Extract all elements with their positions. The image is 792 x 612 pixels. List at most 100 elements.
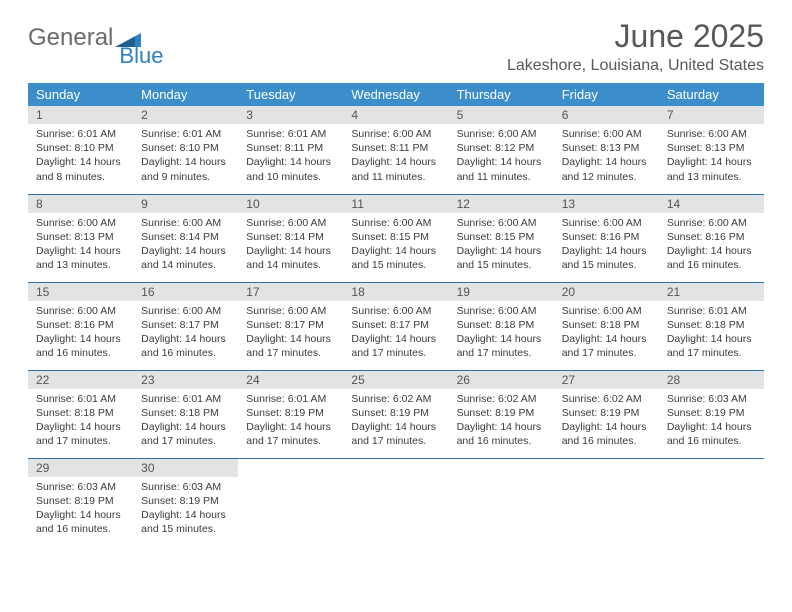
daylight-line: Daylight: 14 hours and 8 minutes. xyxy=(36,155,125,183)
day-details: Sunrise: 6:00 AMSunset: 8:18 PMDaylight:… xyxy=(449,301,554,363)
sunrise-line: Sunrise: 6:00 AM xyxy=(457,216,546,230)
sunset-line: Sunset: 8:19 PM xyxy=(36,494,125,508)
daylight-line: Daylight: 14 hours and 14 minutes. xyxy=(141,244,230,272)
daylight-line: Daylight: 14 hours and 17 minutes. xyxy=(351,332,440,360)
day-number: 13 xyxy=(554,195,659,213)
calendar-cell: 6Sunrise: 6:00 AMSunset: 8:13 PMDaylight… xyxy=(554,106,659,194)
daylight-line: Daylight: 14 hours and 16 minutes. xyxy=(36,508,125,536)
sunrise-line: Sunrise: 6:00 AM xyxy=(246,304,335,318)
daylight-line: Daylight: 14 hours and 15 minutes. xyxy=(351,244,440,272)
daylight-line: Daylight: 14 hours and 16 minutes. xyxy=(562,420,651,448)
sunrise-line: Sunrise: 6:00 AM xyxy=(351,127,440,141)
sunset-line: Sunset: 8:16 PM xyxy=(36,318,125,332)
calendar-row: 22Sunrise: 6:01 AMSunset: 8:18 PMDayligh… xyxy=(28,370,764,458)
calendar-cell: .. xyxy=(659,458,764,546)
day-number: 14 xyxy=(659,195,764,213)
sunrise-line: Sunrise: 6:00 AM xyxy=(36,304,125,318)
sunrise-line: Sunrise: 6:00 AM xyxy=(351,304,440,318)
calendar-cell: 17Sunrise: 6:00 AMSunset: 8:17 PMDayligh… xyxy=(238,282,343,370)
day-number: 5 xyxy=(449,106,554,124)
sunrise-line: Sunrise: 6:01 AM xyxy=(141,127,230,141)
calendar-row: 1Sunrise: 6:01 AMSunset: 8:10 PMDaylight… xyxy=(28,106,764,194)
day-number: 17 xyxy=(238,283,343,301)
sunset-line: Sunset: 8:19 PM xyxy=(457,406,546,420)
day-details: Sunrise: 6:00 AMSunset: 8:15 PMDaylight:… xyxy=(449,213,554,275)
day-details: Sunrise: 6:01 AMSunset: 8:19 PMDaylight:… xyxy=(238,389,343,451)
day-number: 11 xyxy=(343,195,448,213)
calendar-cell: .. xyxy=(343,458,448,546)
sunset-line: Sunset: 8:10 PM xyxy=(36,141,125,155)
sunset-line: Sunset: 8:19 PM xyxy=(246,406,335,420)
sunrise-line: Sunrise: 6:02 AM xyxy=(562,392,651,406)
day-number: 23 xyxy=(133,371,238,389)
calendar-cell: 21Sunrise: 6:01 AMSunset: 8:18 PMDayligh… xyxy=(659,282,764,370)
sunset-line: Sunset: 8:10 PM xyxy=(141,141,230,155)
calendar-cell: 2Sunrise: 6:01 AMSunset: 8:10 PMDaylight… xyxy=(133,106,238,194)
day-number: 22 xyxy=(28,371,133,389)
day-details: Sunrise: 6:01 AMSunset: 8:10 PMDaylight:… xyxy=(28,124,133,186)
daylight-line: Daylight: 14 hours and 17 minutes. xyxy=(351,420,440,448)
sunrise-line: Sunrise: 6:00 AM xyxy=(351,216,440,230)
weekday-header: Thursday xyxy=(449,83,554,106)
calendar-cell: 19Sunrise: 6:00 AMSunset: 8:18 PMDayligh… xyxy=(449,282,554,370)
sunset-line: Sunset: 8:18 PM xyxy=(667,318,756,332)
daylight-line: Daylight: 14 hours and 16 minutes. xyxy=(667,244,756,272)
calendar-cell: 11 Sunrise: 6:00 AMSunset: 8:15 PMDayligh… xyxy=(343,194,448,282)
sunset-line: Sunset: 8:18 PM xyxy=(141,406,230,420)
calendar-cell: 26Sunrise: 6:02 AMSunset: 8:19 PMDayligh… xyxy=(449,370,554,458)
daylight-line: Daylight: 14 hours and 13 minutes. xyxy=(667,155,756,183)
calendar-cell: 1Sunrise: 6:01 AMSunset: 8:10 PMDaylight… xyxy=(28,106,133,194)
sunset-line: Sunset: 8:16 PM xyxy=(667,230,756,244)
sunset-line: Sunset: 8:17 PM xyxy=(141,318,230,332)
calendar-cell: 13Sunrise: 6:00 AMSunset: 8:16 PMDayligh… xyxy=(554,194,659,282)
daylight-line: Daylight: 14 hours and 17 minutes. xyxy=(457,332,546,360)
calendar-row: 15Sunrise: 6:00 AMSunset: 8:16 PMDayligh… xyxy=(28,282,764,370)
day-details: Sunrise: 6:01 AMSunset: 8:18 PMDaylight:… xyxy=(659,301,764,363)
sunset-line: Sunset: 8:12 PM xyxy=(457,141,546,155)
day-details: Sunrise: 6:00 AMSunset: 8:12 PMDaylight:… xyxy=(449,124,554,186)
day-details: Sunrise: 6:00 AMSunset: 8:18 PMDaylight:… xyxy=(554,301,659,363)
sunrise-line: Sunrise: 6:00 AM xyxy=(562,216,651,230)
day-details: Sunrise: 6:00 AMSunset: 8:13 PMDaylight:… xyxy=(28,213,133,275)
day-number: 6 xyxy=(554,106,659,124)
calendar-cell: 18Sunrise: 6:00 AMSunset: 8:17 PMDayligh… xyxy=(343,282,448,370)
sunset-line: Sunset: 8:14 PM xyxy=(246,230,335,244)
day-details: Sunrise: 6:00 AMSunset: 8:16 PMDaylight:… xyxy=(659,213,764,275)
day-number: 18 xyxy=(343,283,448,301)
sunset-line: Sunset: 8:15 PM xyxy=(457,230,546,244)
calendar-cell: 14Sunrise: 6:00 AMSunset: 8:16 PMDayligh… xyxy=(659,194,764,282)
sunrise-line: Sunrise: 6:02 AM xyxy=(351,392,440,406)
sunset-line: Sunset: 8:11 PM xyxy=(246,141,335,155)
calendar-cell: 16Sunrise: 6:00 AMSunset: 8:17 PMDayligh… xyxy=(133,282,238,370)
day-details: Sunrise: 6:00 AMSunset: 8:14 PMDaylight:… xyxy=(238,213,343,275)
brand-logo: General Blue xyxy=(28,18,187,52)
calendar-cell: 20Sunrise: 6:00 AMSunset: 8:18 PMDayligh… xyxy=(554,282,659,370)
daylight-line: Daylight: 14 hours and 9 minutes. xyxy=(141,155,230,183)
day-details: Sunrise: 6:03 AMSunset: 8:19 PMDaylight:… xyxy=(133,477,238,539)
calendar-cell: 3Sunrise: 6:01 AMSunset: 8:11 PMDaylight… xyxy=(238,106,343,194)
calendar-cell: 4Sunrise: 6:00 AMSunset: 8:11 PMDaylight… xyxy=(343,106,448,194)
sunrise-line: Sunrise: 6:00 AM xyxy=(141,304,230,318)
day-number: 30 xyxy=(133,459,238,477)
sunset-line: Sunset: 8:13 PM xyxy=(562,141,651,155)
weekday-header: Monday xyxy=(133,83,238,106)
sunset-line: Sunset: 8:19 PM xyxy=(351,406,440,420)
day-number: 21 xyxy=(659,283,764,301)
calendar-cell: 27Sunrise: 6:02 AMSunset: 8:19 PMDayligh… xyxy=(554,370,659,458)
day-number: 4 xyxy=(343,106,448,124)
calendar-row: 29Sunrise: 6:03 AMSunset: 8:19 PMDayligh… xyxy=(28,458,764,546)
day-number: 16 xyxy=(133,283,238,301)
day-details: Sunrise: 6:01 AMSunset: 8:18 PMDaylight:… xyxy=(133,389,238,451)
daylight-line: Daylight: 14 hours and 15 minutes. xyxy=(562,244,651,272)
sunrise-line: Sunrise: 6:00 AM xyxy=(141,216,230,230)
calendar-cell: .. xyxy=(554,458,659,546)
calendar-cell: 10Sunrise: 6:00 AMSunset: 8:14 PMDayligh… xyxy=(238,194,343,282)
sunrise-line: Sunrise: 6:00 AM xyxy=(562,304,651,318)
day-details: Sunrise: 6:00 AMSunset: 8:16 PMDaylight:… xyxy=(554,213,659,275)
sunset-line: Sunset: 8:15 PM xyxy=(351,230,440,244)
day-number: 8 xyxy=(28,195,133,213)
sunrise-line: Sunrise: 6:01 AM xyxy=(246,392,335,406)
sunrise-line: Sunrise: 6:00 AM xyxy=(457,127,546,141)
day-details: Sunrise: 6:03 AMSunset: 8:19 PMDaylight:… xyxy=(659,389,764,451)
location-text: Lakeshore, Louisiana, United States xyxy=(507,57,764,75)
